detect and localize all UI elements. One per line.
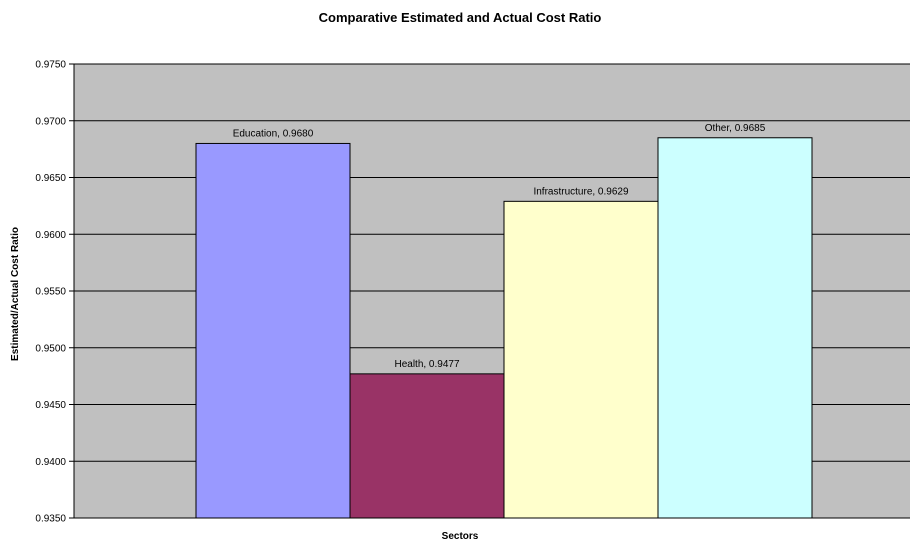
bar-education	[195, 142, 351, 519]
bar-infrastructure	[503, 200, 659, 519]
y-axis-title: Estimated/Actual Cost Ratio	[10, 227, 21, 361]
data-label-education: Education, 0.9680	[233, 128, 314, 139]
data-labels: Education, 0.9680 Health, 0.9477 Infrastru…	[233, 123, 766, 370]
data-label-infrastructure: Infrastructure, 0.9629	[533, 186, 628, 197]
data-label-other: Other, 0.9685	[705, 123, 766, 134]
y-axis-ticks: 0.9350 0.9400 0.9450 0.9500 0.9550 0.9600 0.96…	[35, 60, 74, 525]
y-tick-label: 0.9500	[35, 343, 66, 354]
data-label-health: Health, 0.9477	[394, 359, 459, 370]
y-tick-label: 0.9650	[35, 173, 66, 184]
y-tick-label: 0.9700	[35, 116, 66, 127]
bar-health	[349, 373, 505, 519]
y-tick-label: 0.9350	[35, 514, 66, 525]
y-tick-label: 0.9550	[35, 287, 66, 298]
y-tick-label: 0.9750	[35, 60, 66, 71]
bars	[195, 137, 813, 519]
y-tick-label: 0.9450	[35, 400, 66, 411]
chart-title: Comparative Estimated and Actual Cost Ra…	[319, 10, 602, 25]
y-tick-label: 0.9600	[35, 230, 66, 241]
bar-other	[657, 137, 813, 519]
x-axis-title: Sectors	[442, 531, 479, 542]
y-tick-label: 0.9400	[35, 457, 66, 468]
